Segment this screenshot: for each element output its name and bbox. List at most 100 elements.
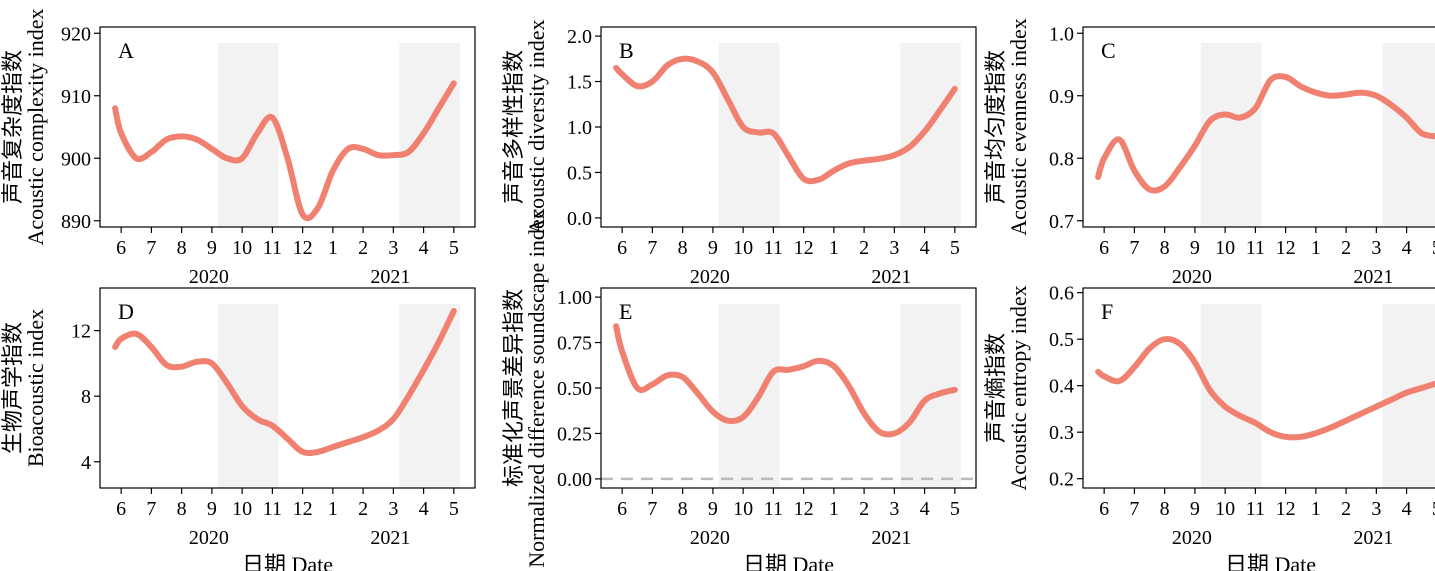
x-tick-label: 1	[1311, 498, 1321, 520]
y-axis-title-en: Bioacoustic index	[23, 309, 48, 467]
y-tick-label: 0.5	[1049, 329, 1074, 351]
x-tick-label: 3	[388, 237, 398, 259]
x-tick-label: 8	[678, 237, 688, 259]
x-tick-label: 1	[328, 498, 338, 520]
y-tick-label: 0.6	[1049, 283, 1074, 305]
x-tick-label: 10	[733, 237, 753, 259]
y-tick-label: 1.00	[557, 287, 592, 309]
x-tick-label: 7	[1129, 498, 1139, 520]
x-tick-label: 8	[678, 498, 688, 520]
data-line	[1095, 73, 1435, 194]
y-tick-label: 8	[81, 386, 91, 408]
x-tick-label: 12	[794, 237, 814, 259]
x-tick-label: 10	[232, 237, 252, 259]
shaded-period-2	[399, 43, 460, 227]
shaded-period-1	[718, 43, 780, 227]
x-tick-label: 7	[647, 237, 657, 259]
panel-f: 0.20.30.40.50.667891011121234520202021日期…	[983, 283, 1435, 571]
x-tick-label: 12	[293, 498, 313, 520]
shaded-period-2	[1382, 304, 1435, 488]
axes-frame	[99, 287, 476, 489]
x-tick-label: 6	[116, 237, 126, 259]
y-tick-label: 0.2	[1049, 469, 1074, 491]
y-axis-title-en: Normalized difference soundscape index	[524, 208, 549, 567]
x-tick-label: 1	[829, 237, 839, 259]
y-tick-label: 0.7	[1049, 211, 1074, 233]
x-tick-label: 10	[733, 498, 753, 520]
shaded-period-1	[217, 43, 279, 227]
y-axis-title-en: Acoustic entropy index	[1006, 285, 1031, 490]
x-tick-label: 12	[1276, 237, 1296, 259]
x-tick-label: 2	[358, 237, 368, 259]
y-tick-label: 0.00	[557, 469, 592, 491]
x-tick-label: 11	[764, 237, 783, 259]
x-tick-label: 6	[1099, 237, 1109, 259]
y-tick-label: 12	[71, 321, 91, 343]
x-tick-label: 9	[708, 237, 718, 259]
x-axis-title: 日期 Date	[1225, 552, 1316, 571]
y-axis-title-en: Acoustic diversity index	[524, 19, 549, 234]
data-line	[613, 323, 958, 438]
x-tick-label: 9	[207, 498, 217, 520]
y-tick-label: 0.5	[567, 162, 592, 184]
x-tick-label: 5	[950, 498, 960, 520]
x-tick-label: 5	[1432, 237, 1435, 259]
year-label-2020: 2020	[189, 527, 229, 549]
x-tick-label: 12	[1276, 498, 1296, 520]
year-label-2020: 2020	[690, 266, 730, 288]
y-axis-title-en: Acoustic evenness index	[1006, 18, 1031, 236]
y-tick-label: 0.4	[1049, 376, 1074, 398]
panel-letter: C	[1101, 38, 1116, 63]
x-tick-label: 1	[328, 237, 338, 259]
y-axis-title-cn: 生物声学指数	[0, 322, 25, 454]
x-tick-label: 8	[177, 237, 187, 259]
x-tick-label: 3	[388, 498, 398, 520]
x-tick-label: 6	[617, 237, 627, 259]
shaded-period-1	[217, 304, 279, 488]
panel-letter: B	[619, 38, 634, 63]
x-tick-label: 4	[1402, 498, 1412, 520]
x-tick-label: 8	[177, 498, 187, 520]
x-tick-label: 2	[859, 237, 869, 259]
year-label-2020: 2020	[690, 527, 730, 549]
y-tick-label: 0.25	[557, 423, 592, 445]
y-tick-label: 920	[61, 23, 91, 45]
y-axis-title-en: Acoustic complexity index	[23, 8, 48, 245]
x-tick-label: 4	[920, 237, 930, 259]
y-axis-title-cn: 声音均匀度指数	[983, 50, 1008, 204]
year-label-2020: 2020	[189, 266, 229, 288]
x-tick-label: 9	[1190, 237, 1200, 259]
axes-frame	[99, 26, 476, 228]
x-tick-label: 11	[263, 237, 282, 259]
x-tick-label: 3	[889, 237, 899, 259]
data-line	[613, 55, 958, 185]
x-tick-label: 12	[293, 237, 313, 259]
data-line	[1095, 336, 1435, 441]
x-tick-label: 8	[1160, 237, 1170, 259]
shaded-period-1	[1200, 304, 1262, 488]
x-tick-label: 5	[950, 237, 960, 259]
axes-frame	[1082, 26, 1435, 228]
year-label-2021: 2021	[871, 266, 911, 288]
x-tick-label: 5	[449, 237, 459, 259]
x-tick-label: 10	[1215, 498, 1235, 520]
year-label-2020: 2020	[1172, 527, 1212, 549]
y-tick-label: 0.8	[1049, 148, 1074, 170]
panel-c: 0.70.80.91.067891011121234520202021C声音均匀…	[983, 18, 1435, 288]
x-tick-label: 11	[1246, 498, 1265, 520]
x-tick-label: 11	[263, 498, 282, 520]
y-tick-label: 2.0	[567, 26, 592, 48]
panel-letter: F	[1101, 299, 1113, 324]
x-tick-label: 12	[794, 498, 814, 520]
axes-frame	[1082, 287, 1435, 489]
x-tick-label: 2	[358, 498, 368, 520]
y-tick-label: 1.0	[1049, 23, 1074, 45]
x-tick-label: 3	[889, 498, 899, 520]
year-label-2020: 2020	[1172, 266, 1212, 288]
x-tick-label: 2	[1341, 498, 1351, 520]
y-tick-label: 1.0	[567, 117, 592, 139]
